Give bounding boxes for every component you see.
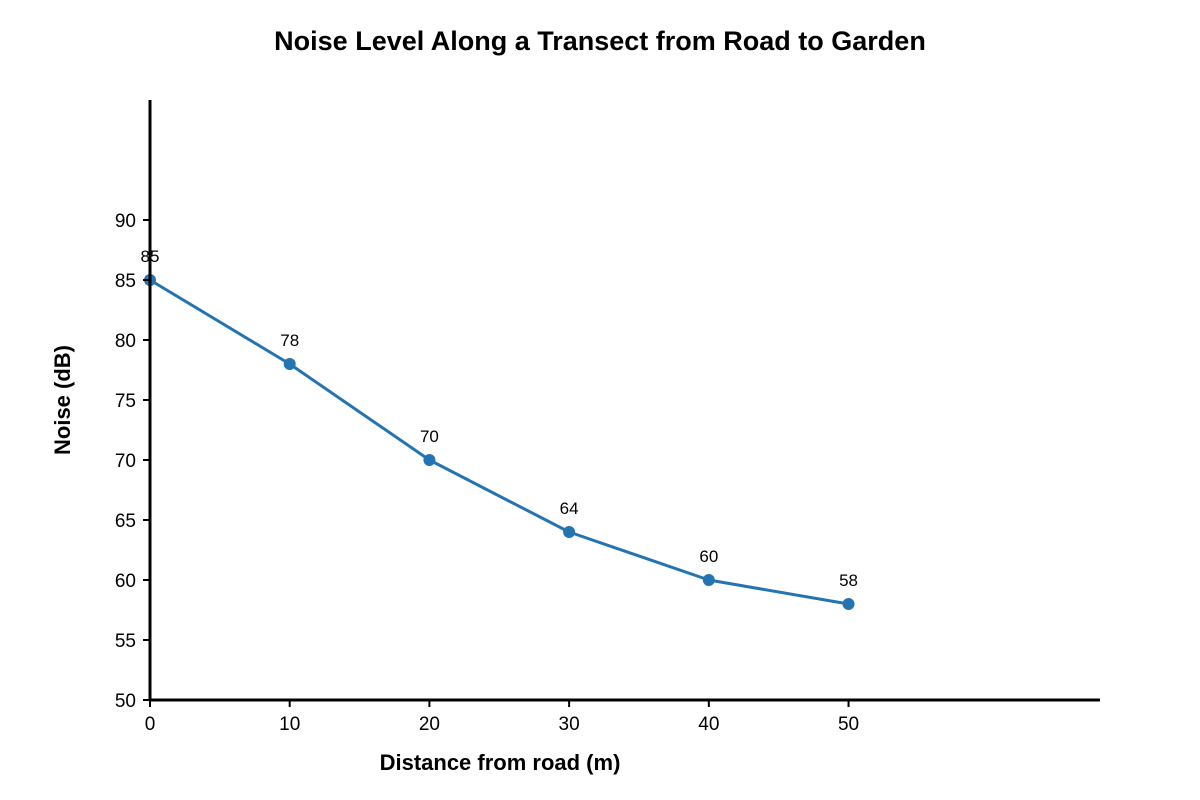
y-tick-label: 55 [115, 631, 136, 652]
x-tick-label: 30 [559, 714, 580, 735]
data-label: 58 [839, 571, 858, 590]
data-label: 64 [560, 499, 579, 518]
data-point [702, 574, 715, 586]
x-tick-label: 50 [838, 714, 859, 735]
data-label: 78 [280, 331, 299, 350]
x-tick-label: 10 [279, 714, 300, 735]
data-point [842, 598, 855, 610]
x-tick-label: 0 [145, 714, 156, 735]
y-tick-label: 85 [115, 271, 136, 292]
y-tick-label: 90 [115, 211, 136, 232]
x-tick-label: 20 [419, 714, 440, 735]
y-axis-ticks: 50 55 60 65 70 75 80 85 90 [115, 211, 150, 712]
data-label: 70 [420, 427, 439, 446]
y-tick-label: 75 [115, 391, 136, 412]
data-label: 60 [699, 547, 718, 566]
y-tick-label: 70 [115, 451, 136, 472]
x-tick-label: 40 [698, 714, 719, 735]
y-tick-label: 80 [115, 331, 136, 352]
plot-area: 857870646058 [141, 247, 858, 610]
series-line [149, 278, 849, 606]
y-tick-label: 65 [115, 511, 136, 532]
y-tick-label: 60 [115, 571, 136, 592]
data-point [563, 526, 576, 538]
data-point [283, 358, 296, 370]
data-point [423, 454, 436, 466]
x-axis-title: Distance from road (m) [380, 750, 621, 775]
chart-title: Noise Level Along a Transect from Road t… [274, 26, 926, 56]
y-tick-label: 50 [115, 691, 136, 712]
x-axis-ticks: 0 10 20 30 40 50 [145, 700, 859, 735]
y-axis-title: Noise (dB) [50, 345, 75, 455]
